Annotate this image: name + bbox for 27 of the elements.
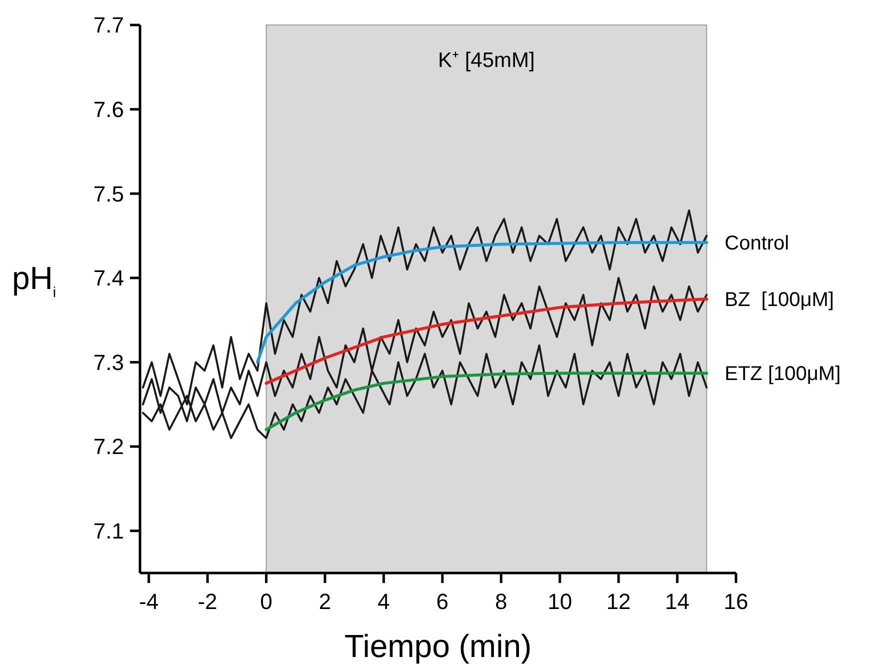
line-series <box>256 241 708 364</box>
x-tick-label: -4 <box>139 589 159 614</box>
x-tick-label: 16 <box>724 589 748 614</box>
x-tick-label: 10 <box>548 589 572 614</box>
x-tick-label: 0 <box>260 589 272 614</box>
line-series <box>264 372 708 432</box>
y-tick-label: 7.7 <box>93 12 124 38</box>
series-label: BZ [100μM] <box>724 289 834 311</box>
x-tick-label: -2 <box>198 589 218 614</box>
x-tick-label: 2 <box>318 589 332 614</box>
y-tick-label: 7.1 <box>93 518 124 544</box>
x-tick-label: 6 <box>436 589 449 614</box>
y-tick-label: 7.5 <box>93 181 124 206</box>
y-tick-label: 7.4 <box>93 266 124 291</box>
y-axis-title: pH$_{i}$ <box>12 260 56 302</box>
x-tick-label: 8 <box>495 589 508 614</box>
x-tick-label: 12 <box>606 589 631 614</box>
series-label: ETZ [100μM] <box>724 363 841 386</box>
y-tick-label: 7.6 <box>93 97 124 122</box>
line-series <box>264 298 708 385</box>
y-tick-label: 7.3 <box>93 350 124 375</box>
x-tick-label: 14 <box>665 589 690 614</box>
x-axis-title: Tiempo (min) <box>344 628 532 664</box>
band-label: K⁺ [45mM] <box>438 49 535 72</box>
y-tick-label: 7.2 <box>93 434 124 460</box>
x-tick-label: 4 <box>378 589 390 614</box>
series-label: Control <box>724 232 790 255</box>
